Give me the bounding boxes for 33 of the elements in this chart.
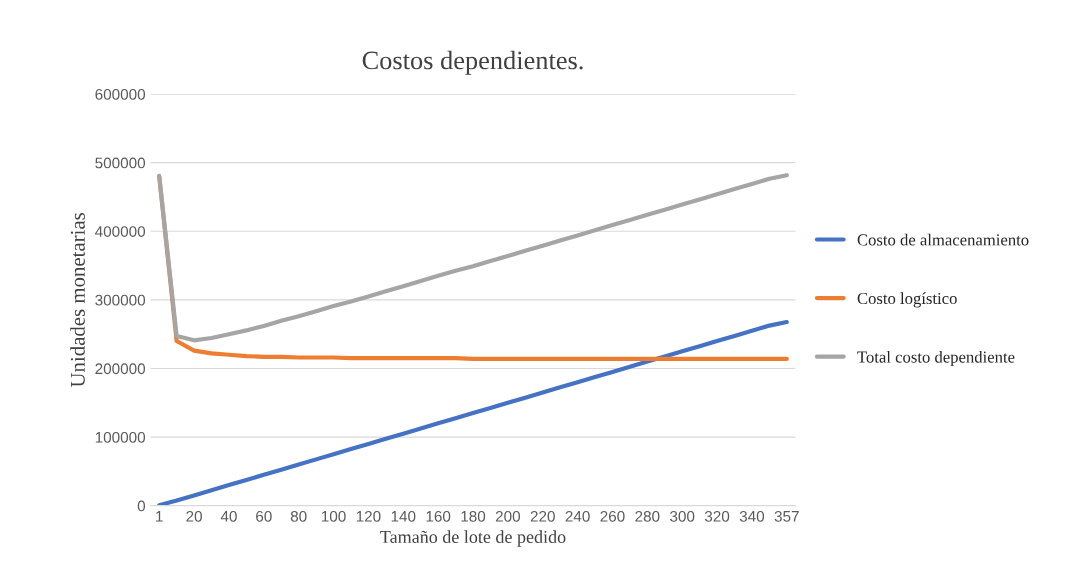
x-tick-label: 180 xyxy=(461,510,486,522)
x-axis-title: Tamaño de lote de pedido xyxy=(380,530,566,547)
y-tick-label: 200000 xyxy=(95,363,146,375)
x-tick-label: 40 xyxy=(220,510,237,522)
legend-label: Costo logístico xyxy=(857,292,957,308)
x-tick-label: 100 xyxy=(321,510,346,522)
line-series xyxy=(157,319,789,506)
x-tick-label: 120 xyxy=(356,510,381,522)
y-tick-label: 0 xyxy=(137,500,146,512)
x-tick-label: 60 xyxy=(256,510,272,522)
chart-title: Costos dependientes. xyxy=(362,50,583,75)
x-tick-label: 260 xyxy=(600,510,625,522)
y-axis-title: Unidades monetarias xyxy=(70,212,85,388)
x-tick-label: 300 xyxy=(670,510,695,522)
y-tick-label: 400000 xyxy=(95,226,146,237)
y-tick-label: 300000 xyxy=(95,294,146,306)
y-tick-label: 600000 xyxy=(95,88,146,100)
x-tick-label: 220 xyxy=(530,510,555,522)
y-tick-label: 100000 xyxy=(95,431,146,443)
x-tick-label: 357 xyxy=(774,510,799,522)
x-tick-label: 160 xyxy=(426,510,451,522)
x-tick-label: 80 xyxy=(290,510,307,522)
x-tick-label: 20 xyxy=(186,510,202,522)
x-tick-label: 1 xyxy=(156,511,163,522)
x-tick-label: 340 xyxy=(739,510,765,522)
x-tick-label: 280 xyxy=(635,510,660,522)
x-tick-label: 140 xyxy=(391,510,416,522)
legend-label: Total costo dependiente xyxy=(857,350,1015,367)
legend-label: Costo de almacenamiento xyxy=(857,233,1029,246)
x-tick-label: 320 xyxy=(704,510,730,522)
x-tick-label: 200 xyxy=(495,510,521,522)
x-tick-label: 240 xyxy=(565,510,590,522)
y-tick-label: 500000 xyxy=(95,157,146,169)
